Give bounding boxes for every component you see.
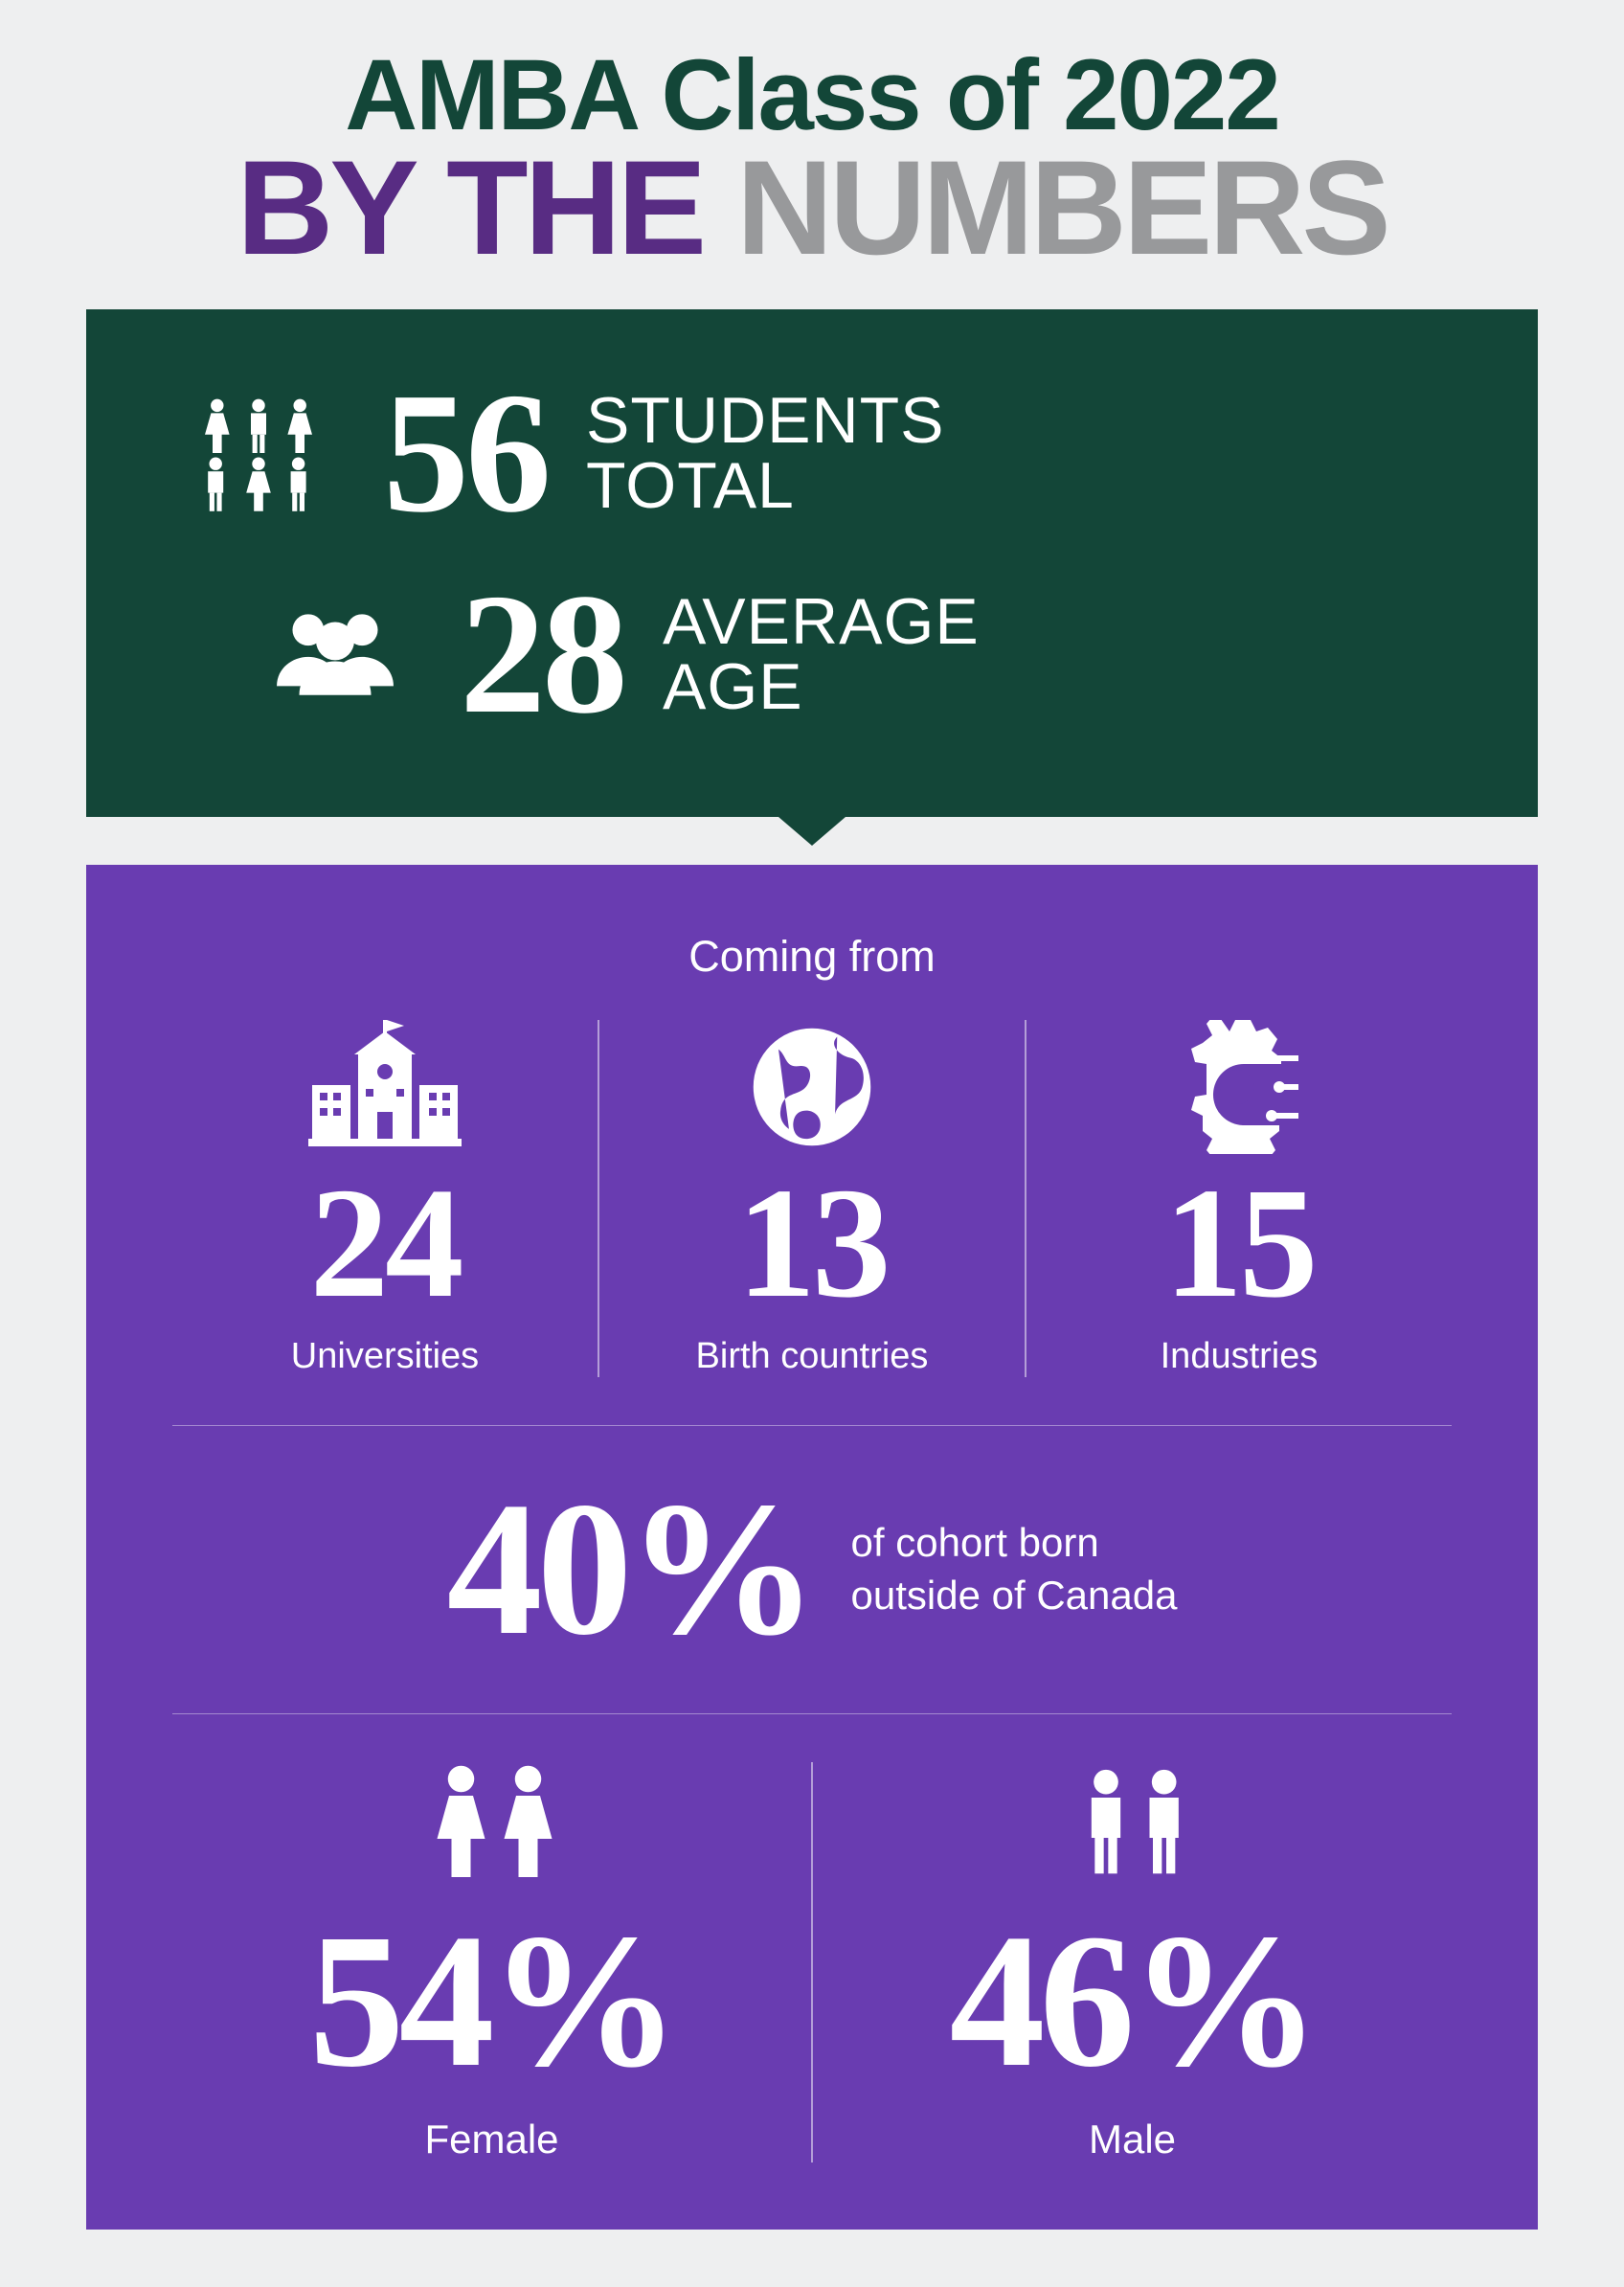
countries-number: 13 xyxy=(619,1164,1005,1322)
male-icon xyxy=(1066,1762,1200,1887)
university-icon xyxy=(304,1020,466,1154)
cohort-label-line1: of cohort born xyxy=(851,1517,1178,1570)
students-number: 56 xyxy=(383,367,548,539)
cohort-label-line2: outside of Canada xyxy=(851,1570,1178,1622)
students-label-1: STUDENTS xyxy=(586,388,944,453)
group-icon xyxy=(249,609,421,700)
male-pct: 46% xyxy=(813,1906,1452,2097)
coming-from-title: Coming from xyxy=(172,932,1452,982)
countries-label: Birth countries xyxy=(619,1336,1005,1377)
female-col: 54% Female xyxy=(172,1762,813,2162)
female-label: Female xyxy=(172,2117,811,2162)
universities-number: 24 xyxy=(192,1164,578,1322)
age-label: AVERAGE AGE xyxy=(663,589,980,719)
industries-col: 15 Industries xyxy=(1026,1020,1452,1377)
three-column-row: 24 Universities 13 Birth countries 15 In… xyxy=(172,1020,1452,1426)
industries-label: Industries xyxy=(1046,1336,1432,1377)
universities-label: Universities xyxy=(192,1336,578,1377)
industries-number: 15 xyxy=(1046,1164,1432,1322)
people-icon xyxy=(172,391,345,515)
countries-col: 13 Birth countries xyxy=(598,1020,1026,1377)
students-row: 56 STUDENTS TOTAL xyxy=(172,367,1452,539)
gender-row: 54% Female 46% Male xyxy=(172,1714,1452,2162)
details-panel: Coming from 24 Universities xyxy=(86,865,1538,2230)
globe-icon xyxy=(745,1020,879,1154)
age-number: 28 xyxy=(460,568,624,740)
cohort-row: 40% of cohort born outside of Canada xyxy=(172,1426,1452,1714)
male-col: 46% Male xyxy=(813,1762,1452,2162)
cohort-label: of cohort born outside of Canada xyxy=(851,1517,1178,1621)
title-line2-part1: BY THE xyxy=(237,132,703,283)
female-pct: 54% xyxy=(172,1906,811,2097)
female-icon xyxy=(420,1762,564,1887)
age-row: 28 AVERAGE AGE xyxy=(172,568,1452,740)
students-label: STUDENTS TOTAL xyxy=(586,388,944,518)
cohort-pct: 40% xyxy=(447,1474,813,1665)
title-line2-part2: NUMBERS xyxy=(736,132,1387,283)
gear-tech-icon xyxy=(1167,1020,1311,1154)
title-line2: BY THE NUMBERS xyxy=(86,144,1538,271)
students-label-2: TOTAL xyxy=(586,453,944,518)
header: AMBA Class of 2022 BY THE NUMBERS xyxy=(86,38,1538,271)
age-label-2: AGE xyxy=(663,654,980,719)
universities-col: 24 Universities xyxy=(172,1020,598,1377)
age-label-1: AVERAGE xyxy=(663,589,980,654)
summary-panel: 56 STUDENTS TOTAL 28 AVERAGE AGE xyxy=(86,309,1538,817)
male-label: Male xyxy=(813,2117,1452,2162)
